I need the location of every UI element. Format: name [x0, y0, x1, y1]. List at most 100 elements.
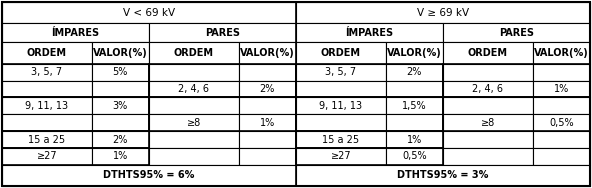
Text: 3, 5, 7: 3, 5, 7 — [325, 67, 356, 77]
Bar — [2, 23, 149, 42]
Bar — [443, 23, 590, 42]
Text: 5%: 5% — [112, 67, 128, 77]
Bar — [443, 80, 533, 97]
Bar — [239, 97, 296, 114]
Bar — [533, 148, 590, 165]
Bar — [296, 97, 443, 131]
Bar — [385, 42, 443, 64]
Text: 0,5%: 0,5% — [549, 118, 574, 128]
Bar — [385, 97, 443, 114]
Bar — [149, 80, 239, 97]
Bar — [296, 97, 385, 114]
Bar — [149, 64, 239, 80]
Text: ORDEM: ORDEM — [174, 48, 214, 58]
Text: 2%: 2% — [407, 67, 422, 77]
Text: PARES: PARES — [205, 28, 240, 38]
Bar — [443, 148, 533, 165]
Bar — [533, 80, 590, 97]
Bar — [2, 148, 92, 165]
Bar — [443, 64, 533, 80]
Bar — [92, 114, 149, 131]
Text: 3%: 3% — [112, 101, 128, 111]
Bar — [443, 114, 533, 131]
Bar — [533, 64, 590, 80]
Bar — [149, 97, 296, 131]
Bar — [239, 131, 296, 148]
Bar — [239, 114, 296, 131]
Text: ≥8: ≥8 — [186, 118, 201, 128]
Bar — [296, 165, 590, 186]
Bar — [149, 148, 239, 165]
Text: ÍMPARES: ÍMPARES — [346, 28, 394, 38]
Bar — [2, 97, 92, 114]
Text: V ≥ 69 kV: V ≥ 69 kV — [417, 8, 469, 18]
Bar — [296, 42, 385, 64]
Bar — [2, 64, 92, 80]
Bar — [149, 131, 239, 148]
Text: PARES: PARES — [499, 28, 534, 38]
Bar — [533, 97, 590, 114]
Bar — [296, 148, 385, 165]
Text: 15 a 25: 15 a 25 — [322, 135, 359, 145]
Bar — [92, 42, 149, 64]
Bar — [239, 148, 296, 165]
Bar — [239, 64, 296, 80]
Bar — [2, 131, 149, 148]
Bar — [92, 131, 149, 148]
Text: ORDEM: ORDEM — [468, 48, 508, 58]
Text: ÍMPARES: ÍMPARES — [52, 28, 99, 38]
Text: 9, 11, 13: 9, 11, 13 — [25, 101, 69, 111]
Bar — [2, 80, 92, 97]
Text: VALOR(%): VALOR(%) — [387, 48, 442, 58]
Text: 2, 4, 6: 2, 4, 6 — [178, 84, 210, 94]
Bar — [149, 42, 239, 64]
Bar — [296, 64, 385, 80]
Text: ≥8: ≥8 — [481, 118, 495, 128]
Text: DTHTS95% = 6%: DTHTS95% = 6% — [104, 170, 195, 180]
Text: 1%: 1% — [554, 84, 569, 94]
Bar — [2, 64, 149, 97]
Bar — [92, 97, 149, 114]
Bar — [2, 42, 92, 64]
Bar — [533, 131, 590, 148]
Text: 2, 4, 6: 2, 4, 6 — [472, 84, 503, 94]
Bar — [296, 2, 590, 23]
Bar — [533, 42, 590, 64]
Text: 2%: 2% — [112, 135, 128, 145]
Text: ORDEM: ORDEM — [27, 48, 67, 58]
Bar — [239, 80, 296, 97]
Bar — [2, 97, 149, 131]
Text: 3, 5, 7: 3, 5, 7 — [31, 67, 62, 77]
Bar — [385, 80, 443, 97]
Bar — [385, 64, 443, 80]
Bar — [239, 42, 296, 64]
Text: 9, 11, 13: 9, 11, 13 — [319, 101, 362, 111]
Bar — [443, 131, 533, 148]
Bar — [2, 165, 296, 186]
Text: VALOR(%): VALOR(%) — [93, 48, 148, 58]
Text: 15 a 25: 15 a 25 — [28, 135, 65, 145]
Bar — [443, 97, 590, 131]
Bar — [385, 148, 443, 165]
Text: ≥27: ≥27 — [330, 151, 351, 161]
Bar — [385, 114, 443, 131]
Bar — [149, 64, 296, 97]
Text: 1,5%: 1,5% — [402, 101, 427, 111]
Bar — [296, 64, 443, 97]
Bar — [443, 97, 533, 114]
Bar — [92, 64, 149, 80]
Bar — [296, 80, 385, 97]
Text: 2%: 2% — [260, 84, 275, 94]
Text: DTHTS95% = 3%: DTHTS95% = 3% — [397, 170, 488, 180]
Bar — [92, 148, 149, 165]
Bar — [149, 23, 296, 42]
Bar — [296, 114, 385, 131]
Bar — [296, 148, 443, 165]
Text: VALOR(%): VALOR(%) — [240, 48, 295, 58]
Bar — [149, 97, 239, 114]
Bar — [443, 42, 533, 64]
Text: ≥27: ≥27 — [37, 151, 57, 161]
Bar — [2, 2, 296, 23]
Bar — [533, 114, 590, 131]
Text: 1%: 1% — [407, 135, 422, 145]
